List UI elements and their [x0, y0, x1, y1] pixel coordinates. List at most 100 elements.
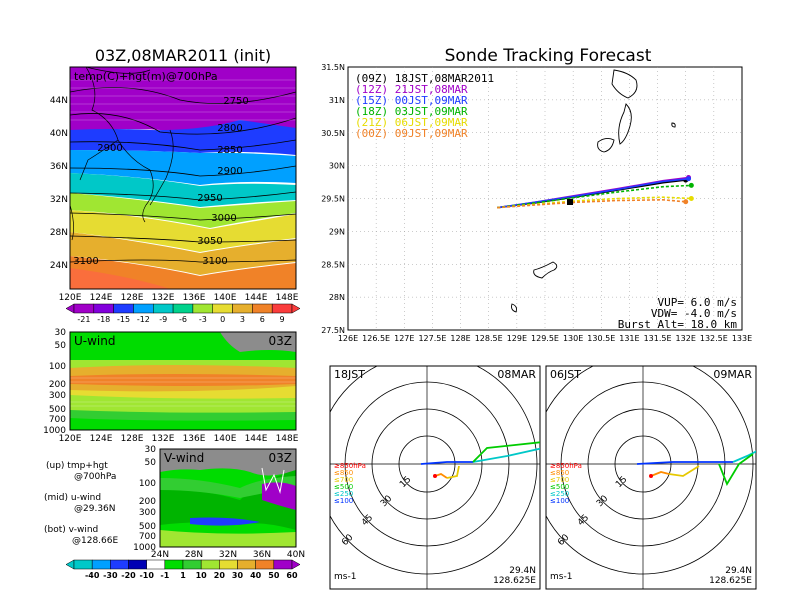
contour-label: 3100: [73, 256, 98, 267]
track-param: VDW= -4.0 m/s: [651, 307, 737, 320]
track-y-ticks: 27.5N 28N 28.5N 29N 29.5N 30N 30.5N 31N 31.5N: [321, 63, 345, 335]
lon-tick-label: 140E: [214, 293, 237, 303]
pressure-tick-label: 300: [139, 508, 156, 518]
lat-tick-label: 32N: [50, 195, 68, 205]
hodo-surface-point: [433, 474, 437, 478]
launch-site-marker: [567, 199, 573, 205]
vwind-time: 03Z: [269, 451, 293, 465]
series-endpoint: [688, 196, 694, 201]
lon-tick-label: 128E: [121, 293, 144, 303]
track-param: Burst Alt= 18.0 km: [618, 318, 738, 331]
lat-tick-label: 24N: [151, 550, 169, 560]
temp-map-panel: temp(C)+hgt(m)@700hPa 2750 2800 2850 290…: [50, 66, 301, 324]
hodo-legend-entry: ≤100: [334, 497, 353, 505]
colorbar-swatch: [73, 303, 95, 314]
colorbar-label: -20: [121, 571, 136, 580]
x-tick-label: 133E: [732, 334, 752, 343]
contour-label: 2950: [197, 193, 222, 204]
colorbar-swatch: [200, 559, 220, 570]
colorbar-swatch: [146, 559, 166, 570]
hodo-trace: [668, 465, 700, 477]
pressure-tick-label: 100: [139, 479, 156, 489]
x-tick-label: 130.5E: [587, 334, 615, 343]
x-tick-label: 132E: [676, 334, 696, 343]
colorbar-swatch: [153, 303, 174, 314]
colorbar-label: -10: [139, 571, 154, 580]
lat-tick-label: 28N: [50, 228, 68, 238]
colorbar-swatch: [91, 559, 111, 570]
series-line: [497, 198, 686, 209]
colorbar-end: [291, 559, 301, 570]
hodo-trace: [434, 473, 448, 479]
y-tick-label: 29.5N: [321, 195, 345, 204]
pressure-tick-label: 200: [49, 380, 66, 390]
coastlines: [511, 69, 676, 313]
hodo-date: 08MAR: [497, 368, 536, 381]
track-grid: [348, 67, 742, 330]
hodo-trace: [472, 441, 540, 463]
contour-labels: 2750 2800 2850 2900 2900 2950 3000 3050 …: [73, 96, 248, 267]
hodo-unit: ms-1: [334, 572, 356, 582]
colorbar-swatch: [110, 559, 129, 570]
contour-label: 2800: [217, 123, 242, 134]
hodo-lat: 29.4N: [725, 566, 752, 576]
colorbar-label: 9: [280, 315, 285, 324]
pressure-tick-label: 100: [49, 362, 66, 372]
pressure-tick-label: 500: [139, 522, 156, 532]
contour-label: 2900: [97, 143, 122, 154]
legend-entry: (18Z) 03JST,09MAR: [355, 105, 468, 118]
hodo-time: 18JST: [334, 368, 365, 381]
x-tick-label: 126.5E: [362, 334, 390, 343]
contour-label: 2750: [223, 96, 248, 107]
x-tick-label: 131E: [619, 334, 639, 343]
colorbar-swatch: [252, 303, 273, 314]
colorbar-swatch: [128, 559, 147, 570]
y-tick-label: 31.5N: [321, 63, 345, 72]
hodo-trace: [420, 461, 473, 465]
lon-tick-label: 136E: [183, 434, 206, 444]
pressure-tick-label: 30: [55, 328, 67, 338]
hodo-legend-entry: ≤850: [334, 469, 353, 477]
lon-tick-label: 120E: [59, 434, 82, 444]
lon-tick-label: 124E: [90, 434, 113, 444]
colorbar-swatch: [172, 303, 194, 314]
track-series: [497, 174, 694, 209]
pressure-tick-label: 500: [49, 405, 66, 415]
colorbar-label: -40: [85, 571, 100, 580]
colorbar-label: 1: [180, 571, 186, 580]
legend-entry: (00Z) 09JST,09MAR: [355, 127, 468, 140]
lat-tick-label: 36N: [50, 162, 68, 172]
colorbar-swatch: [232, 303, 253, 314]
x-tick-label: 128.5E: [475, 334, 503, 343]
colorbar-swatch: [113, 303, 134, 314]
colorbar-swatch: [182, 559, 202, 570]
legend-entry: (21Z) 06JST,09MAR: [355, 116, 468, 129]
colorbar-label: -21: [77, 315, 90, 324]
hodo-legend-entry: ≤100: [550, 497, 569, 505]
vwind-label: V-wind: [164, 451, 204, 465]
y-tick-label: 28.5N: [321, 260, 345, 269]
series-line: [497, 184, 692, 209]
colorbar-label: -30: [103, 571, 118, 580]
y-tick-label: 30.5N: [321, 129, 345, 138]
track-x-ticks: 126E 126.5E 127E 127.5E 128E 128.5E 129E 129.5E…: [338, 334, 752, 343]
lat-tick-label: 40N: [287, 550, 305, 560]
track-param: VUP= 6.0 m/s: [658, 296, 737, 309]
colorbar-end: [65, 559, 75, 570]
hodo-trace: [732, 450, 756, 463]
vwind-lat-ticks: 24N 28N 32N 36N 40N: [151, 550, 305, 560]
contour-label: 2850: [217, 145, 242, 156]
hodo-unit: ms-1: [550, 572, 572, 582]
hodo-legend-entry: ≤500: [334, 483, 353, 491]
colorbar-label: -18: [97, 315, 110, 324]
x-tick-label: 130E: [563, 334, 583, 343]
colorbar-label: 0: [220, 315, 225, 324]
hodo-legend-entry: ≤850: [550, 469, 569, 477]
y-tick-label: 30N: [329, 162, 345, 171]
hodo-legend-entry: ≥850hPa: [550, 462, 582, 470]
colorbar-swatch: [219, 559, 238, 570]
lat-tick-label: 40N: [50, 129, 68, 139]
